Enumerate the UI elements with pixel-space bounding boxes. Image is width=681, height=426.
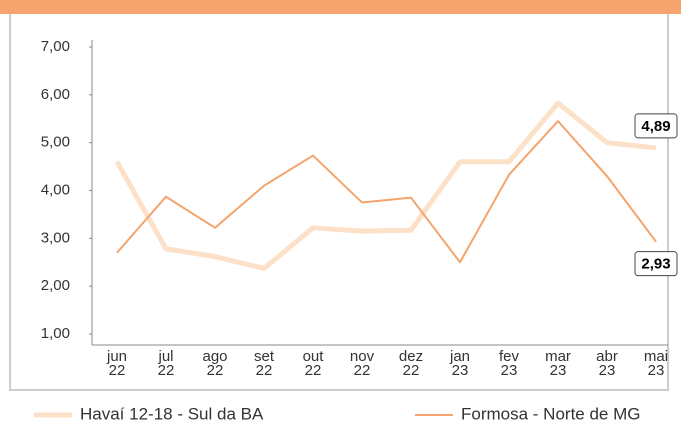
- y-tick-label: 5,00: [41, 134, 70, 151]
- x-tick-label: jun 22: [106, 348, 128, 379]
- x-tick-label: mai 23: [643, 348, 669, 379]
- y-tick-label: 3,00: [41, 229, 70, 246]
- legend-label: Formosa - Norte de MG: [461, 404, 641, 423]
- y-tick-label: 1,00: [41, 325, 70, 342]
- value-label-box: [634, 251, 678, 277]
- series-line: [114, 100, 657, 271]
- frame: [9, 14, 669, 391]
- legend-label: Havaí 12-18 - Sul da BA: [80, 404, 264, 423]
- value-label: 4,89: [641, 118, 670, 135]
- x-tick-label: dez 22: [398, 348, 424, 379]
- x-tick-label: fev 23: [498, 348, 519, 379]
- x-tick-label: ago 22: [202, 348, 228, 379]
- x-tick-label: nov 22: [349, 348, 375, 379]
- top-bar: [0, 0, 681, 14]
- y-tick-label: 4,00: [41, 181, 70, 198]
- x-tick-label: mar 23: [545, 348, 571, 379]
- x-tick-label: set 22: [253, 348, 274, 379]
- y-tick-label: 2,00: [41, 277, 70, 294]
- x-tick-label: jan 23: [449, 348, 471, 379]
- x-tick-label: jul 22: [157, 348, 175, 379]
- y-tick-label: 7,00: [41, 38, 70, 55]
- value-label-box: [634, 113, 678, 139]
- value-label: 2,93: [641, 256, 670, 273]
- y-tick-label: 6,00: [41, 86, 70, 103]
- x-tick-label: out 22: [302, 348, 324, 379]
- x-tick-label: abr 23: [596, 348, 618, 379]
- series-line: [116, 120, 657, 264]
